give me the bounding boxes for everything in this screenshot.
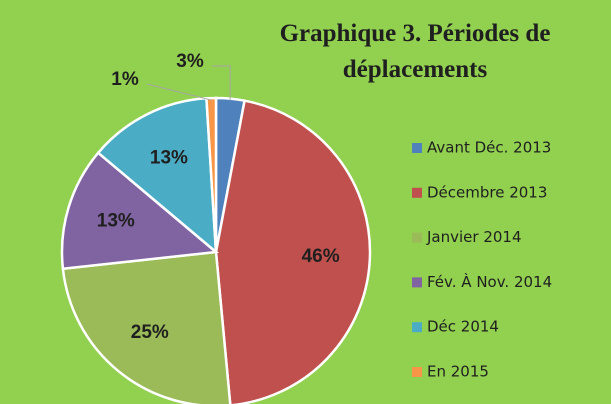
chart-title: Graphique 3. Périodes de déplacements: [279, 20, 551, 83]
pie-slice: [96, 96, 218, 255]
legend-label: En 2015: [427, 363, 489, 381]
legend-label: Fév. À Nov. 2014: [427, 272, 552, 291]
legend-swatch: [412, 232, 422, 243]
pie-slice: [60, 151, 220, 271]
legend-label: Décembre 2013: [427, 183, 547, 201]
legend-label: Janvier 2014: [426, 228, 522, 246]
legend-swatch: [412, 277, 422, 288]
data-label: 46%: [302, 246, 340, 267]
data-label: 3%: [176, 51, 204, 72]
legend-label: Déc 2014: [427, 318, 499, 336]
legend-swatch: [412, 367, 422, 377]
data-label: 13%: [150, 147, 188, 168]
pie-slice: [214, 99, 372, 404]
legend-label: Avant Déc. 2013: [427, 139, 551, 157]
leader-line: [212, 65, 231, 101]
pie-slice: [61, 250, 232, 404]
legend-swatch: [412, 143, 422, 153]
data-label: 25%: [131, 322, 169, 343]
data-label: 1%: [111, 69, 139, 90]
legend-swatch: [412, 322, 422, 333]
data-label: 13%: [97, 211, 135, 232]
legend-swatch: [412, 187, 422, 198]
leader-line: [146, 83, 212, 101]
pie-slice: [205, 96, 218, 253]
